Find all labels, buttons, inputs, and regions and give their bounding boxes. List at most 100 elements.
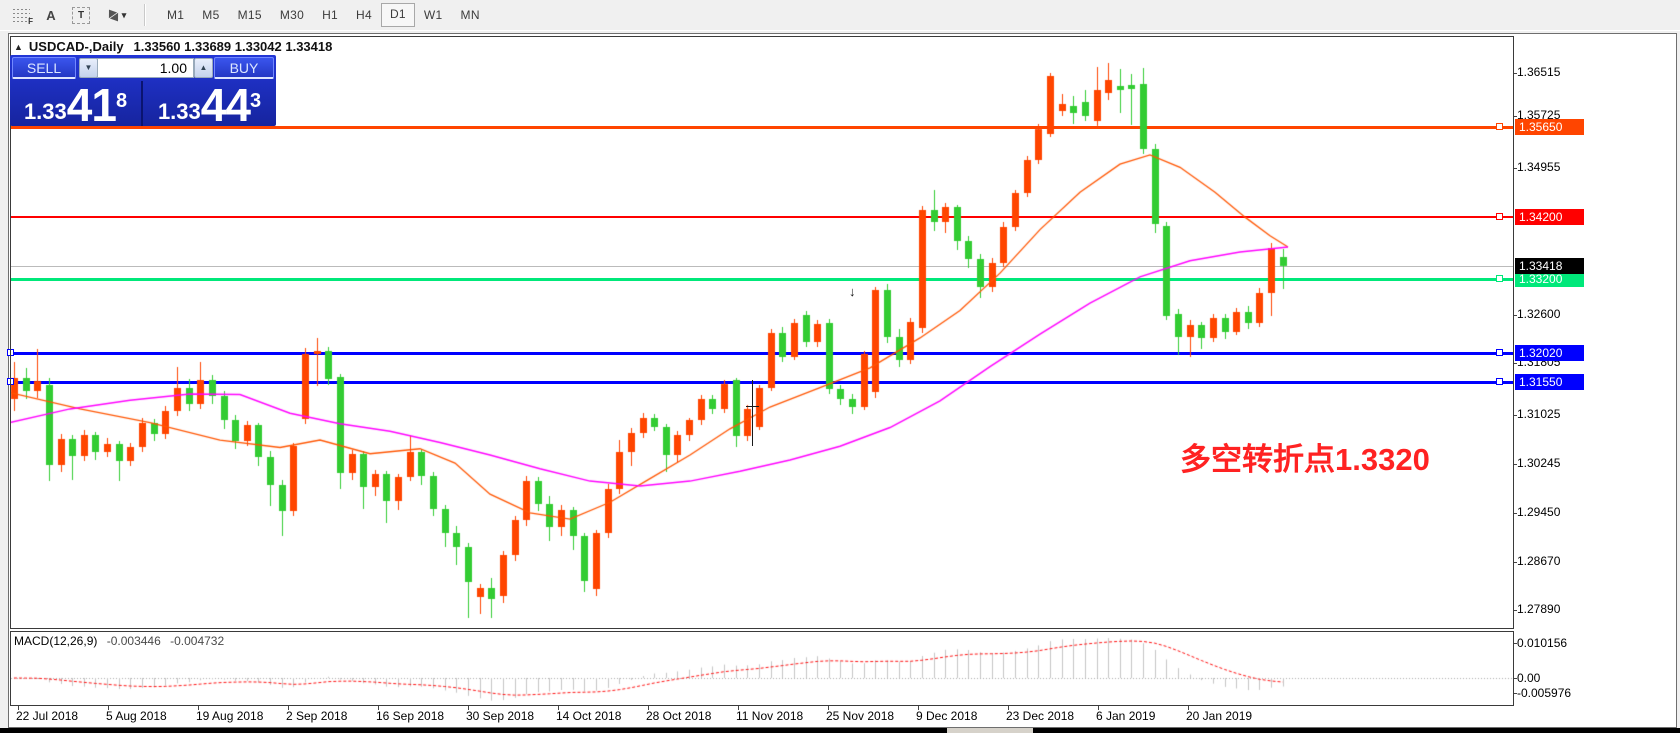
volume-decrease-button[interactable]: ▼ bbox=[79, 58, 98, 78]
window-bottom-edge bbox=[0, 728, 1680, 733]
trade-controls-row: SELL ▼ 1.00 ▲ BUY bbox=[10, 55, 276, 81]
date-axis-label: 6 Jan 2019 bbox=[1096, 709, 1156, 723]
sell-price-pip: 8 bbox=[115, 90, 128, 112]
line-price-label-1.32020: 1.32020 bbox=[1515, 345, 1584, 361]
timeframe-mn[interactable]: MN bbox=[460, 8, 480, 22]
date-axis-tick bbox=[18, 706, 19, 710]
date-axis-tick bbox=[828, 706, 829, 710]
line-drag-handle[interactable] bbox=[1496, 275, 1503, 282]
top-toolbar: F A T ▾ M1 M5 M15 M30 H1 H4 D1 W1 MN bbox=[0, 0, 1680, 31]
chart-title: ▲ USDCAD-,Daily 1.33560 1.33689 1.33042 … bbox=[14, 39, 332, 54]
macd-axis-zero: 0.00 bbox=[1517, 671, 1541, 685]
line-price-label-1.31550: 1.31550 bbox=[1515, 374, 1584, 390]
date-axis-label: 11 Nov 2018 bbox=[736, 709, 804, 723]
timeframe-group: M1 M5 M15 M30 H1 H4 D1 W1 MN bbox=[152, 0, 489, 30]
arrow-tools-button[interactable]: ▾ bbox=[96, 3, 136, 27]
buy-button[interactable]: BUY bbox=[214, 57, 274, 79]
price-display-row: 1.33 41 8 1.33 44 3 bbox=[10, 79, 276, 131]
line-price-label-1.34200: 1.34200 bbox=[1515, 209, 1584, 225]
drawing-tools-group: F A T ▾ bbox=[0, 0, 152, 30]
chevron-down-icon[interactable]: ▾ bbox=[121, 9, 127, 20]
current-price-label: 1.33418 bbox=[1515, 258, 1584, 274]
line-drag-handle[interactable] bbox=[7, 349, 14, 356]
macd-axis-max: 0.010156 bbox=[1517, 636, 1568, 650]
price-axis-tick bbox=[1513, 464, 1517, 465]
date-axis-label: 28 Oct 2018 bbox=[646, 709, 712, 723]
timeframe-m5[interactable]: M5 bbox=[202, 8, 220, 22]
sell-price-prefix: 1.33 bbox=[23, 99, 67, 124]
macd-axis-tick bbox=[1513, 678, 1517, 679]
annotation-text[interactable]: 多空转折点1.3320 bbox=[1180, 442, 1430, 477]
date-axis-label: 5 Aug 2018 bbox=[106, 709, 167, 723]
macd-axis-min: -0.005976 bbox=[1517, 686, 1572, 700]
ohlc-values: 1.33560 1.33689 1.33042 1.33418 bbox=[133, 39, 333, 54]
macd-indicator-label: MACD(12,26,9) bbox=[14, 634, 98, 648]
price-axis-tick-label: 1.27890 bbox=[1517, 602, 1561, 616]
text-label-tool-button[interactable]: T bbox=[66, 3, 96, 27]
line-drag-handle[interactable] bbox=[7, 378, 14, 385]
spinner-up-icon: ▲ bbox=[199, 63, 208, 72]
date-axis-label: 9 Dec 2018 bbox=[916, 709, 978, 723]
buy-price-display[interactable]: 1.33 44 3 bbox=[143, 81, 276, 128]
timeframe-d1-active[interactable]: D1 bbox=[380, 3, 415, 27]
sell-price-display[interactable]: 1.33 41 8 bbox=[10, 79, 143, 131]
line-drag-handle[interactable] bbox=[1496, 349, 1503, 356]
symbol-period-label: USDCAD-,Daily bbox=[28, 39, 124, 54]
price-axis-tick bbox=[1513, 168, 1517, 169]
date-axis-tick bbox=[288, 706, 289, 710]
sell-button[interactable]: SELL bbox=[12, 57, 76, 79]
line-price-label-1.33200: 1.33200 bbox=[1515, 271, 1584, 287]
date-axis-label: 14 Oct 2018 bbox=[556, 709, 622, 723]
date-axis-label: 30 Sep 2018 bbox=[466, 709, 535, 723]
spinner-down-icon: ▼ bbox=[84, 63, 93, 72]
timeframe-m1[interactable]: M1 bbox=[167, 8, 185, 22]
date-axis-tick bbox=[1098, 706, 1099, 710]
timeframe-h4[interactable]: H4 bbox=[356, 8, 372, 22]
macd-axis-tick bbox=[1513, 693, 1517, 694]
timeframe-h1[interactable]: H1 bbox=[322, 8, 339, 22]
line-drag-handle[interactable] bbox=[1496, 123, 1503, 130]
date-axis-tick bbox=[558, 706, 559, 710]
down-arrow-marker[interactable]: ↓ bbox=[849, 284, 856, 299]
timeframe-w1[interactable]: W1 bbox=[423, 8, 443, 22]
price-axis-tick bbox=[1513, 415, 1517, 416]
date-axis-tick bbox=[198, 706, 199, 710]
price-axis-tick bbox=[1513, 116, 1517, 117]
date-axis[interactable]: 22 Jul 2018 5 Aug 2018 19 Aug 2018 2 Sep 20… bbox=[10, 706, 1514, 727]
text-box-icon: T bbox=[72, 6, 90, 24]
timeframe-m15[interactable]: M15 bbox=[237, 8, 262, 22]
volume-increase-button[interactable]: ▲ bbox=[194, 58, 213, 78]
timeframe-m30[interactable]: M30 bbox=[279, 8, 305, 22]
date-axis-label: 22 Jul 2018 bbox=[16, 709, 79, 723]
macd-axis-tick bbox=[1513, 643, 1517, 644]
measure-line-dash bbox=[746, 406, 759, 407]
line-drag-handle[interactable] bbox=[1496, 378, 1503, 385]
text-tool-button[interactable]: A bbox=[36, 3, 66, 27]
line-drag-handle[interactable] bbox=[1496, 213, 1503, 220]
price-axis-tick-label: 1.31025 bbox=[1517, 407, 1561, 421]
price-axis-tick bbox=[1513, 562, 1517, 563]
chart-canvas[interactable] bbox=[10, 36, 1513, 706]
sell-price-main: 41 bbox=[66, 79, 117, 131]
date-axis-tick bbox=[648, 706, 649, 710]
date-axis-label: 16 Sep 2018 bbox=[376, 709, 445, 723]
vertical-measure-line[interactable] bbox=[752, 380, 753, 446]
date-axis-label: 20 Jan 2019 bbox=[1186, 709, 1253, 723]
price-axis-tick-label: 1.34955 bbox=[1517, 160, 1561, 174]
price-axis-tick bbox=[1513, 610, 1517, 611]
price-axis-tick bbox=[1513, 73, 1517, 74]
price-axis-tick-label: 1.35725 bbox=[1517, 108, 1561, 122]
date-axis-label: 23 Dec 2018 bbox=[1006, 709, 1075, 723]
fibonacci-f-glyph: F bbox=[28, 17, 33, 26]
date-axis-tick bbox=[1188, 706, 1189, 710]
collapse-triangle-icon[interactable]: ▲ bbox=[14, 41, 23, 52]
date-axis-label: 2 Sep 2018 bbox=[286, 709, 348, 723]
fibonacci-tool-button[interactable]: F bbox=[6, 3, 36, 27]
toolbar-separator bbox=[144, 4, 146, 26]
date-axis-tick bbox=[108, 706, 109, 710]
buy-price-prefix: 1.33 bbox=[157, 99, 201, 124]
price-axis-tick-label: 1.30245 bbox=[1517, 456, 1561, 470]
volume-input[interactable]: 1.00 bbox=[97, 58, 194, 78]
date-axis-label: 25 Nov 2018 bbox=[826, 709, 895, 723]
